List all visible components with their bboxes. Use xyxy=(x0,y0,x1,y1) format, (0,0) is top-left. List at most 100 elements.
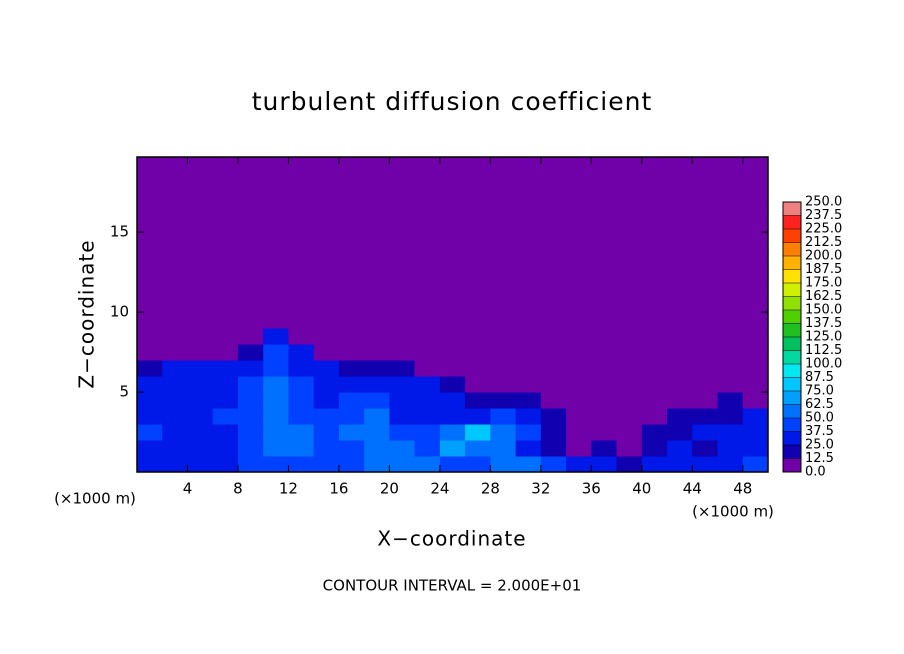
cell xyxy=(389,456,416,473)
cell xyxy=(540,328,567,345)
colorbar-label: 100.0 xyxy=(805,357,842,372)
cell xyxy=(465,424,491,441)
cell xyxy=(212,440,239,457)
cell xyxy=(591,440,618,457)
cell xyxy=(212,360,239,377)
cell xyxy=(717,424,744,441)
colorbar-band xyxy=(783,310,801,324)
cell xyxy=(263,456,289,473)
cell xyxy=(162,312,188,329)
cell xyxy=(641,408,668,425)
cell xyxy=(313,344,340,361)
cell xyxy=(414,424,441,441)
cell xyxy=(212,408,239,425)
y-axis-label: Z−coordinate xyxy=(75,239,99,388)
colorbar-label: 225.0 xyxy=(805,222,842,237)
cell xyxy=(465,328,491,345)
cell xyxy=(187,408,214,425)
cell xyxy=(692,456,719,473)
cell xyxy=(288,408,315,425)
cell xyxy=(313,312,340,329)
cell xyxy=(566,424,592,441)
cell xyxy=(540,376,567,393)
colorbar-label: 187.5 xyxy=(805,262,842,277)
cell xyxy=(667,328,693,345)
y-tick-label: 10 xyxy=(110,303,129,321)
cell xyxy=(313,328,340,345)
cell xyxy=(414,456,441,473)
colorbar-band xyxy=(783,242,801,256)
cell xyxy=(137,440,163,457)
cell xyxy=(717,344,744,361)
cell xyxy=(515,408,542,425)
cell xyxy=(515,456,542,473)
cell xyxy=(263,344,289,361)
cell xyxy=(591,376,618,393)
cell xyxy=(137,344,163,361)
cell xyxy=(439,408,466,425)
cell xyxy=(591,456,618,473)
cell xyxy=(742,312,769,329)
x-tick-label: 28 xyxy=(481,480,500,498)
cell xyxy=(439,376,466,393)
cell xyxy=(212,456,239,473)
cell xyxy=(667,376,693,393)
cell xyxy=(137,360,163,377)
x-unit: (×1000 m) xyxy=(54,490,136,508)
cell xyxy=(616,424,643,441)
cell xyxy=(490,312,517,329)
cell xyxy=(263,408,289,425)
colorbar-label: 50.0 xyxy=(805,411,834,426)
cell xyxy=(288,440,315,457)
cell xyxy=(717,392,744,409)
cell xyxy=(515,328,542,345)
cell xyxy=(162,376,188,393)
cell xyxy=(389,440,416,457)
cell xyxy=(540,424,567,441)
cell xyxy=(364,344,390,361)
cell xyxy=(137,424,163,441)
cell xyxy=(263,312,289,329)
cell xyxy=(389,328,416,345)
cell xyxy=(616,456,643,473)
cell xyxy=(187,344,214,361)
colorbar-label: 125.0 xyxy=(805,330,842,345)
colorbar-label: 87.5 xyxy=(805,370,834,385)
cell xyxy=(338,440,365,457)
cell xyxy=(515,312,542,329)
cell xyxy=(237,360,264,377)
cell xyxy=(515,344,542,361)
x-tick-label: 44 xyxy=(683,480,702,498)
cell xyxy=(338,344,365,361)
cell xyxy=(313,408,340,425)
cell xyxy=(742,424,769,441)
cell xyxy=(288,456,315,473)
cell xyxy=(667,344,693,361)
cell xyxy=(692,312,719,329)
cell xyxy=(389,376,416,393)
cell xyxy=(616,344,643,361)
colorbar-label: 237.5 xyxy=(805,208,842,223)
cell xyxy=(566,312,592,329)
cell xyxy=(667,456,693,473)
colorbar-band xyxy=(783,418,801,432)
cell xyxy=(162,408,188,425)
cell xyxy=(389,312,416,329)
cell xyxy=(439,360,466,377)
colorbar-band xyxy=(783,296,801,310)
cell xyxy=(237,440,264,457)
cell xyxy=(364,392,390,409)
cell xyxy=(263,360,289,377)
cell xyxy=(742,376,769,393)
cell xyxy=(313,360,340,377)
colorbar-label: 12.5 xyxy=(805,451,834,466)
x-tick-label: 48 xyxy=(733,480,752,498)
cell xyxy=(490,392,517,409)
cell xyxy=(692,440,719,457)
cell xyxy=(237,312,264,329)
cell xyxy=(692,424,719,441)
cell xyxy=(566,456,592,473)
cell xyxy=(515,424,542,441)
cell xyxy=(439,440,466,457)
cell xyxy=(717,440,744,457)
